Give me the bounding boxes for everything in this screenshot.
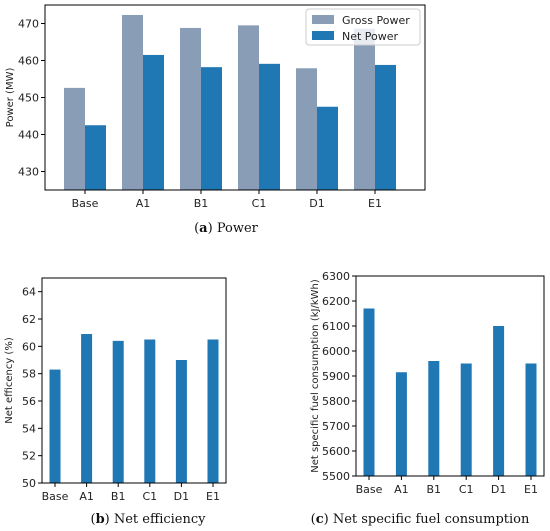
bar-e1 [207,339,219,483]
y-tick-label: 6200 [322,295,350,308]
y-tick-label: 470 [18,18,39,31]
bar-c1 [144,339,156,483]
bar-d1 [493,326,505,476]
y-tick-label: 460 [18,55,39,68]
gross-power-bar-a1 [122,14,143,190]
gross-power-bar-e1 [354,28,375,191]
net-power-bar-e1 [375,64,396,190]
bar-a1 [81,334,93,483]
net-power-bar-c1 [259,63,280,190]
x-tick-label: E1 [368,197,382,210]
x-tick-label: Base [42,490,69,503]
fuel-consumption-chart: 5500 5600 5700 5800 5900 6000 6100 6200 6300 Base… [310,270,545,527]
bar-a1 [395,372,407,476]
y-tick-label: 60 [22,340,36,353]
y-tick-label: 5500 [322,470,350,483]
x-tick-label: D1 [491,483,506,496]
chart-caption: (c) Net specific fuel consumption [311,512,530,527]
gross-power-bar-base [64,87,85,190]
legend-label: Gross Power [342,14,410,27]
bar-base [49,369,61,483]
y-tick-label: 450 [18,92,39,105]
bar-base [363,308,375,476]
y-tick-label: 58 [22,368,36,381]
y-tick-label: 5600 [322,445,350,458]
bar-d1 [175,360,187,483]
chart-caption: (b) Net efficiency [90,512,206,527]
y-tick-label: 56 [22,395,36,408]
net-power-bar-d1 [317,106,338,190]
y-tick-label: 6000 [322,345,350,358]
y-tick-label: 6100 [322,320,350,333]
x-tick-label: B1 [111,490,126,503]
x-tick-label: D1 [174,490,189,503]
x-tick-label: Base [72,197,99,210]
net-power-bar-base [85,125,106,190]
x-tick-label: E1 [524,483,538,496]
y-axis-label: Power (MW) [5,68,16,128]
x-tick-label: A1 [136,197,151,210]
bar-e1 [525,363,537,476]
net-power-bar-b1 [201,67,222,190]
x-tick-label: E1 [206,490,220,503]
x-tick-label: C1 [459,483,474,496]
y-tick-label: 64 [22,286,36,299]
y-tick-label: 6300 [322,270,350,283]
chart-caption: (a) Power [194,221,259,236]
x-tick-label: A1 [79,490,94,503]
power-chart: 430 440 450 460 470 Base A1 B1 C1 D1 E1 Power (MW) G… [5,4,426,236]
plot-frame [41,277,227,484]
x-tick-label: B1 [194,197,209,210]
y-tick-label: 50 [22,477,36,490]
y-tick-label: 62 [22,313,36,326]
bar-b1 [428,361,440,476]
y-axis-label: Net efficency (%) [4,337,15,424]
legend-label: Net Power [342,30,399,43]
y-axis-label: Net specific fuel consumption (kJ/kWh) [310,279,321,473]
x-tick-label: C1 [142,490,157,503]
bar-b1 [112,340,124,483]
legend-swatch [312,15,334,24]
net-power-bar-a1 [143,54,164,191]
legend-swatch [312,31,334,40]
legend-box [305,8,421,46]
plot-frame [355,275,545,477]
x-tick-label: Base [356,483,383,496]
y-tick-label: 5900 [322,370,350,383]
y-tick-label: 5700 [322,420,350,433]
y-tick-label: 54 [22,422,36,435]
bar-c1 [460,363,472,476]
gross-power-bar-c1 [238,25,259,190]
x-tick-label: D1 [309,197,324,210]
y-tick-label: 5800 [322,395,350,408]
gross-power-bar-d1 [296,68,317,190]
x-tick-label: A1 [394,483,409,496]
efficiency-chart: 50 52 54 56 58 60 62 64 Base A1 B1 C1 D1 E1 Net effice… [4,277,227,527]
x-tick-label: B1 [427,483,442,496]
y-tick-label: 52 [22,450,36,463]
y-tick-label: 440 [18,129,39,142]
gross-power-bar-b1 [180,27,201,190]
y-tick-label: 430 [18,166,39,179]
x-tick-label: C1 [252,197,267,210]
